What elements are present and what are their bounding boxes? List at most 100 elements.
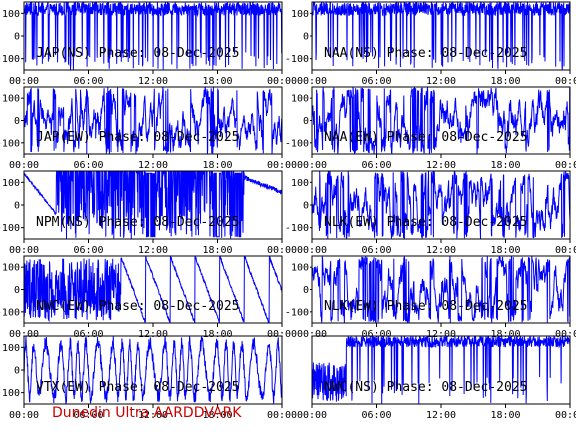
x-tick-label: 18:00 xyxy=(202,410,232,421)
x-tick-label: 12:00 xyxy=(138,76,168,87)
phase-trace-2 xyxy=(24,87,282,154)
x-tick-label: 18:00 xyxy=(202,76,232,87)
x-tick-label: 06:00 xyxy=(361,329,391,340)
phase-trace-1 xyxy=(312,2,570,70)
x-tick-label: 00:00 xyxy=(297,76,327,87)
chart-panel-5: 00:00 06:00 12:00 18:00 00:00 100 0 -100 NLK(EW)… xyxy=(285,170,576,256)
y-tick-label: -100 xyxy=(285,54,309,65)
x-tick-label: 18:00 xyxy=(202,329,232,340)
x-tick-label: 00:00 xyxy=(555,410,576,421)
x-tick-label: 12:00 xyxy=(138,410,168,421)
y-tick-label: 100 xyxy=(2,9,20,20)
y-tick-label: 0 xyxy=(303,201,309,212)
x-tick-label: 06:00 xyxy=(73,410,103,421)
x-tick-label: 12:00 xyxy=(426,329,456,340)
y-tick-label: 0 xyxy=(14,366,20,377)
y-tick-label: 0 xyxy=(14,201,20,212)
x-tick-label: 12:00 xyxy=(426,160,456,171)
y-tick-label: 100 xyxy=(2,263,20,274)
y-tick-label: -100 xyxy=(285,307,309,318)
panel-title: NLK(EW) Phase: 08-Dec-2025 xyxy=(324,215,528,230)
x-tick-label: 00:00 xyxy=(9,160,39,171)
phase-trace-6 xyxy=(24,256,282,323)
chart-panel-9: 00:00 06:00 12:00 18:00 00:00 NWC(NS) Phase: … xyxy=(297,335,576,421)
chart-panel-4: 00:00 06:00 12:00 18:00 00:00 100 0 -100 NPM(NS)… xyxy=(0,170,297,256)
x-tick-label: 06:00 xyxy=(73,76,103,87)
phase-trace-7 xyxy=(312,256,570,323)
y-tick-label: 0 xyxy=(303,116,309,127)
panel-title: JAP(NS) Phase: 08-Dec-2025 xyxy=(36,46,240,61)
x-tick-label: 06:00 xyxy=(73,329,103,340)
y-tick-label: 0 xyxy=(303,285,309,296)
chart-panel-2: 00:00 06:00 12:00 18:00 00:00 100 0 -100 JAP(EW)… xyxy=(0,86,297,171)
panel-title: NLK(EW) Phase: 08-Dec-2025 xyxy=(324,299,528,314)
x-tick-label: 00:00 xyxy=(267,160,297,171)
chart-panel-6: 00:00 06:00 12:00 18:00 00:00 100 0 -100 NWC(EW)… xyxy=(0,255,297,340)
x-tick-label: 12:00 xyxy=(138,160,168,171)
chart-panel-7: 00:00 06:00 12:00 18:00 00:00 100 0 -100 NLK(EW)… xyxy=(285,255,576,340)
panel-title: NAA(NS) Phase: 08-Dec-2025 xyxy=(324,46,528,61)
x-tick-label: 00:00 xyxy=(267,76,297,87)
x-tick-label: 00:00 xyxy=(267,410,297,421)
x-tick-label: 18:00 xyxy=(490,410,520,421)
y-tick-label: 100 xyxy=(291,94,309,105)
phase-trace-4 xyxy=(24,171,282,239)
panel-title: NWC(NS) Phase: 08-Dec-2025 xyxy=(324,380,528,395)
x-tick-label: 18:00 xyxy=(490,245,520,256)
y-tick-label: -100 xyxy=(0,223,20,234)
x-tick-label: 00:00 xyxy=(297,329,327,340)
x-tick-label: 18:00 xyxy=(490,329,520,340)
x-tick-label: 00:00 xyxy=(297,410,327,421)
panel-title: VTX(EW) Phase: 08-Dec-2025 xyxy=(36,380,240,395)
chart-panel-3: 00:00 06:00 12:00 18:00 00:00 100 0 -100 NAA(EW)… xyxy=(285,86,576,171)
x-tick-label: 12:00 xyxy=(426,245,456,256)
y-tick-label: 0 xyxy=(14,116,20,127)
x-tick-label: 00:00 xyxy=(297,160,327,171)
x-tick-label: 06:00 xyxy=(361,410,391,421)
y-tick-label: 0 xyxy=(14,32,20,43)
y-tick-label: -100 xyxy=(0,307,20,318)
y-tick-label: -100 xyxy=(0,388,20,399)
chart-panel-8: 00:00 06:00 12:00 18:00 00:00 100 0 -100 VTX(EW)… xyxy=(0,335,297,421)
x-tick-label: 00:00 xyxy=(9,245,39,256)
x-tick-label: 00:00 xyxy=(555,329,576,340)
x-tick-label: 00:00 xyxy=(555,76,576,87)
x-tick-label: 00:00 xyxy=(555,245,576,256)
x-tick-label: 00:00 xyxy=(297,245,327,256)
phase-trace-3 xyxy=(312,87,570,154)
x-tick-label: 06:00 xyxy=(361,245,391,256)
footer-label: Dunedin Ultra AARDDVARK xyxy=(52,405,242,421)
x-tick-label: 00:00 xyxy=(267,329,297,340)
panel-title: JAP(EW) Phase: 08-Dec-2025 xyxy=(36,130,240,145)
phase-trace-5 xyxy=(312,171,570,239)
x-tick-label: 12:00 xyxy=(138,245,168,256)
y-tick-label: 100 xyxy=(2,343,20,354)
x-tick-label: 18:00 xyxy=(202,245,232,256)
x-tick-label: 00:00 xyxy=(9,410,39,421)
panel-title: NAA(EW) Phase: 08-Dec-2025 xyxy=(324,130,528,145)
x-tick-label: 18:00 xyxy=(490,76,520,87)
x-tick-label: 00:00 xyxy=(555,160,576,171)
y-tick-label: 100 xyxy=(291,178,309,189)
x-tick-label: 00:00 xyxy=(267,245,297,256)
x-tick-label: 12:00 xyxy=(138,329,168,340)
x-tick-label: 06:00 xyxy=(73,245,103,256)
y-tick-label: 100 xyxy=(291,263,309,274)
y-tick-label: 100 xyxy=(291,9,309,20)
y-tick-label: 0 xyxy=(14,285,20,296)
chart-panel-1: 00:00 06:00 12:00 18:00 00:00 100 0 -100 NAA(NS)… xyxy=(285,1,576,87)
y-tick-label: -100 xyxy=(0,138,20,149)
y-tick-label: -100 xyxy=(285,138,309,149)
x-tick-label: 06:00 xyxy=(361,76,391,87)
y-tick-label: 100 xyxy=(2,94,20,105)
x-tick-label: 18:00 xyxy=(202,160,232,171)
phase-trace-8 xyxy=(24,336,282,404)
panel-title: NPM(NS) Phase: 08-Dec-2025 xyxy=(36,215,240,230)
y-tick-label: 100 xyxy=(2,178,20,189)
panel-title: NWC(EW) Phase: 08-Dec-2025 xyxy=(36,299,240,314)
x-tick-label: 06:00 xyxy=(361,160,391,171)
y-tick-label: -100 xyxy=(285,223,309,234)
phase-trace-0 xyxy=(24,2,282,70)
phase-trace-9 xyxy=(312,336,570,404)
